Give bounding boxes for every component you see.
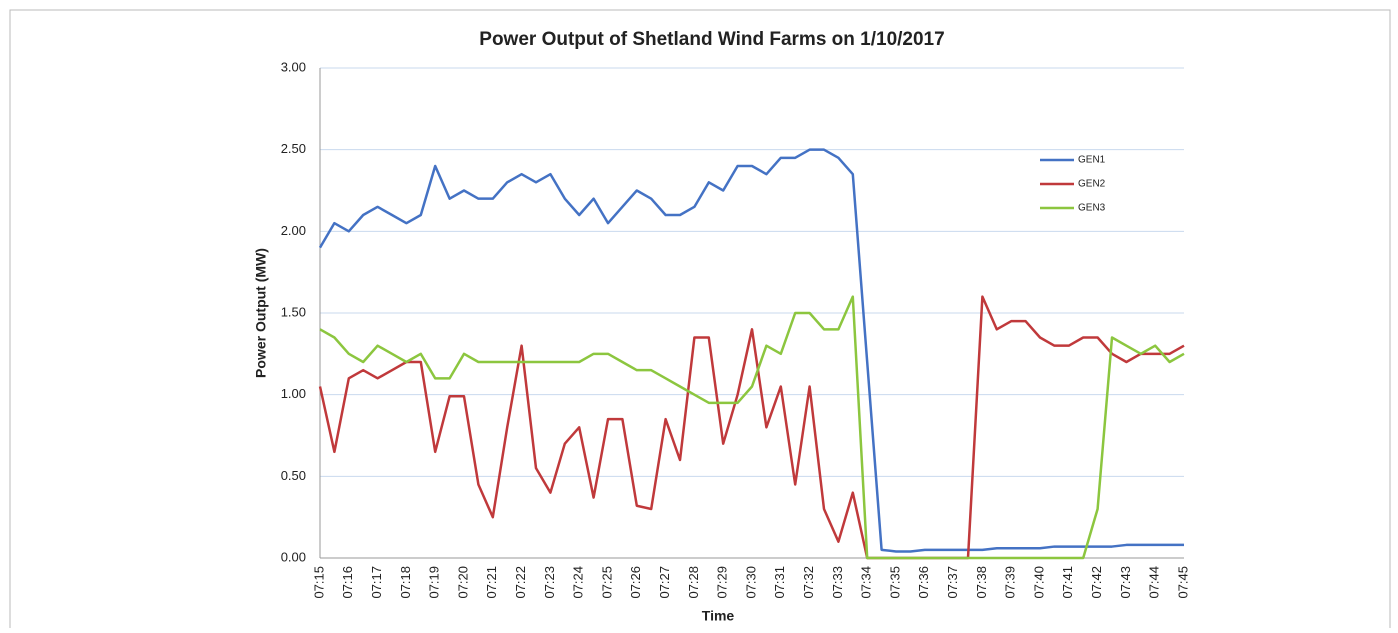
series-line [319, 295, 1185, 560]
y-tick-label: 2.00 [281, 223, 306, 238]
x-tick-label: 07:28 [686, 566, 701, 599]
x-tick-label: 07:16 [340, 566, 355, 599]
x-tick-label: 07:21 [484, 566, 499, 599]
x-tick-label: 07:43 [1118, 566, 1133, 599]
chart-title: Power Output of Shetland Wind Farms on 1… [479, 29, 944, 50]
x-tick-label: 07:29 [715, 566, 730, 599]
x-tick-label: 07:22 [513, 566, 528, 599]
x-tick-label: 07:37 [945, 566, 960, 599]
y-tick-label: 1.50 [281, 304, 306, 319]
x-tick-label: 07:30 [743, 566, 758, 599]
x-tick-label: 07:23 [542, 566, 557, 599]
y-tick-label: 1.00 [281, 386, 306, 401]
x-tick-label: 07:31 [772, 566, 787, 599]
frame [9, 9, 1391, 633]
x-tick-label: 07:25 [599, 566, 614, 599]
legend-label: GEN2 [1078, 179, 1106, 190]
x-tick-label: 07:20 [455, 566, 470, 599]
y-tick-label: 0.50 [281, 468, 306, 483]
x-tick-label: 07:15 [311, 566, 326, 599]
x-tick-label: 07:18 [398, 566, 413, 599]
y-axis-title: Power Output (MW) [253, 248, 269, 378]
x-tick-label: 07:45 [1175, 566, 1190, 599]
x-tick-label: 07:19 [427, 566, 442, 599]
y-tick-label: 3.00 [281, 59, 306, 74]
legend-label: GEN1 [1078, 155, 1106, 166]
y-tick-label: 2.50 [281, 141, 306, 156]
x-tick-label: 07:24 [571, 566, 586, 599]
x-tick-label: 07:39 [1003, 566, 1018, 599]
x-tick-label: 07:35 [887, 566, 902, 599]
x-tick-label: 07:44 [1147, 566, 1162, 599]
legend-label: GEN3 [1078, 203, 1106, 214]
x-tick-label: 07:38 [974, 566, 989, 599]
x-tick-label: 07:32 [801, 566, 816, 599]
x-axis-title: Time [702, 608, 735, 624]
y-tick-label: 0.00 [281, 549, 306, 564]
x-tick-label: 07:42 [1089, 566, 1104, 599]
series-line [318, 295, 1185, 560]
x-tick-label: 07:40 [1031, 566, 1046, 599]
x-tick-label: 07:26 [628, 566, 643, 599]
x-tick-label: 07:41 [1060, 566, 1075, 599]
x-tick-label: 07:36 [916, 566, 931, 599]
x-tick-label: 07:27 [657, 566, 672, 599]
x-tick-label: 07:17 [369, 566, 384, 599]
series-line [318, 148, 1184, 553]
x-tick-label: 07:34 [859, 566, 874, 599]
x-tick-label: 07:33 [830, 566, 845, 599]
